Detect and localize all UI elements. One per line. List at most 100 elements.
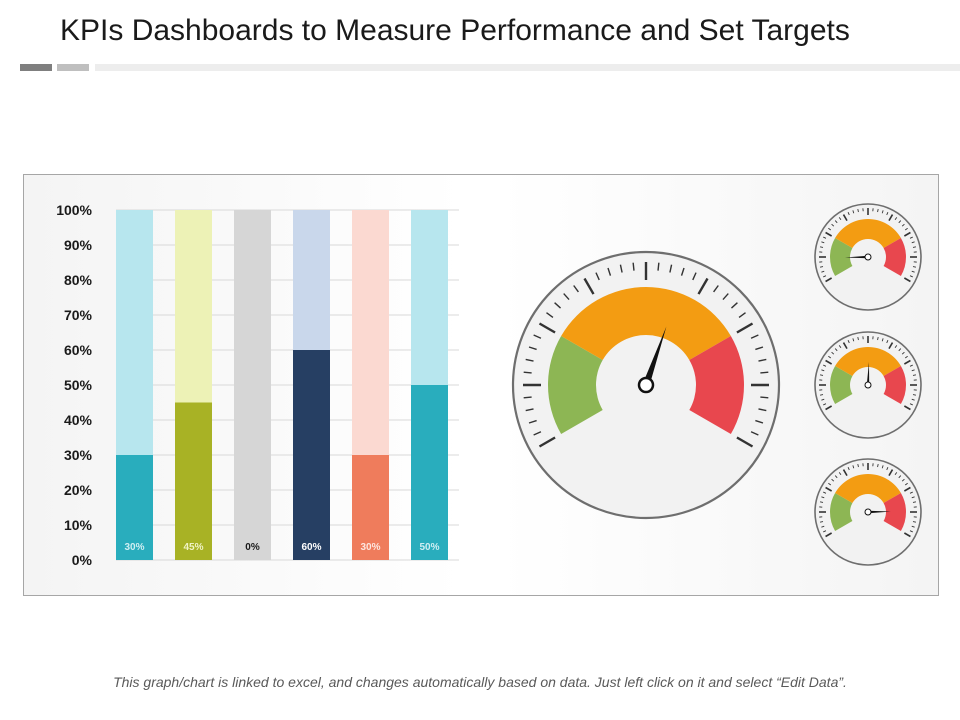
gauge-minor-tick	[877, 336, 879, 341]
gauge[interactable]	[814, 331, 922, 439]
gauge-minor-tick	[819, 266, 824, 268]
gauge-needle	[845, 255, 869, 259]
gauge-minor-tick	[881, 338, 884, 342]
gauge-minor-tick	[528, 346, 537, 351]
bar-data-label: 60%	[301, 542, 321, 553]
gauge-major-tick	[825, 231, 833, 237]
gauge-minor-tick	[828, 482, 832, 486]
title-rule-long	[95, 64, 960, 71]
gauge-minor-tick	[823, 236, 827, 239]
gauge-minor-tick	[823, 530, 827, 533]
gauge-minor-tick	[831, 351, 835, 355]
gauge-minor-tick	[881, 465, 884, 469]
gauge-minor-tick	[730, 302, 738, 309]
gauge-minor-tick	[750, 334, 759, 339]
gauge-group	[511, 203, 922, 566]
gauge-minor-tick	[911, 525, 915, 528]
gauge-major-tick	[842, 469, 848, 477]
gauge-minor-tick	[904, 227, 908, 231]
gauge-major-tick	[903, 486, 911, 492]
y-tick-label: 70%	[64, 307, 93, 323]
gauge-hub	[864, 508, 872, 516]
gauge-minor-tick	[523, 396, 532, 399]
gauge-minor-tick	[607, 267, 612, 276]
gauge-minor-tick	[760, 396, 769, 399]
gauge-minor-tick	[911, 496, 915, 499]
bar-data-label: 30%	[360, 542, 380, 553]
gauge-minor-tick	[857, 336, 859, 341]
gauge-minor-tick	[823, 403, 827, 406]
gauge[interactable]	[511, 250, 781, 520]
gauge-minor-tick	[595, 272, 600, 281]
bar-data-label: 45%	[183, 542, 203, 553]
gauge-minor-tick	[912, 374, 917, 376]
bar[interactable]	[293, 350, 330, 560]
gauge-band	[548, 336, 603, 434]
gauge-minor-tick	[834, 475, 838, 479]
y-tick-label: 10%	[64, 517, 93, 533]
gauge-minor-tick	[713, 285, 719, 293]
gauge-major-tick	[888, 469, 894, 477]
bar[interactable]	[116, 455, 153, 560]
gauge-major-tick	[903, 405, 911, 411]
gauge-minor-tick	[821, 496, 825, 499]
gauge-minor-tick	[847, 212, 850, 216]
gauge-minor-tick	[857, 208, 859, 213]
gauge-minor-tick	[573, 285, 579, 293]
gauge-minor-tick	[886, 340, 889, 344]
gauge-minor-tick	[828, 227, 832, 231]
gauge-major-tick	[888, 342, 894, 350]
gauge-minor-tick	[760, 371, 769, 374]
gauge-major-tick	[825, 277, 833, 283]
gauge-needle	[866, 362, 870, 386]
y-tick-label: 100%	[56, 202, 92, 218]
gauge-minor-tick	[680, 267, 685, 276]
dashboard-canvas: 0% 10% 20% 30% 40% 50% 60% 70% 80% 90% 100% 30% 45% 0…	[56, 202, 922, 568]
gauge-minor-tick	[898, 220, 902, 224]
bar-chart: 0% 10% 20% 30% 40% 50% 60% 70% 80% 90% 100% 30% 45% 0…	[56, 202, 459, 568]
gauge-minor-tick	[886, 212, 889, 216]
gauge-minor-tick	[821, 270, 825, 273]
gauge-minor-tick	[909, 491, 913, 494]
gauge-hub	[864, 381, 872, 389]
gauge-major-tick	[538, 436, 556, 448]
bar[interactable]	[411, 385, 448, 560]
gauge[interactable]	[814, 458, 922, 566]
gauge-minor-tick	[632, 262, 635, 271]
gauge-minor-tick	[722, 293, 729, 301]
gauge-minor-tick	[912, 521, 917, 523]
gauge-major-tick	[842, 214, 848, 222]
gauge-major-tick	[825, 532, 833, 538]
gauge-minor-tick	[912, 266, 917, 268]
y-tick-label: 60%	[64, 342, 93, 358]
gauge-minor-tick	[528, 419, 537, 424]
gauge-minor-tick	[911, 369, 915, 372]
y-tick-label: 40%	[64, 412, 93, 428]
gauge-minor-tick	[755, 419, 764, 424]
bar-data-label: 50%	[419, 542, 439, 553]
y-tick-label: 90%	[64, 237, 93, 253]
gauge-major-tick	[825, 405, 833, 411]
gauge-major-tick	[842, 342, 848, 350]
gauge-minor-tick	[619, 264, 623, 273]
gauge-minor-tick	[901, 351, 905, 355]
gauge-minor-tick	[758, 358, 767, 362]
bar-track	[234, 210, 271, 560]
gauge-minor-tick	[823, 364, 827, 367]
gauge-minor-tick	[901, 478, 905, 482]
gauge-minor-tick	[821, 369, 825, 372]
gauge-minor-tick	[877, 208, 879, 213]
bar[interactable]	[352, 455, 389, 560]
title-rule-light	[57, 64, 89, 71]
gauge-minor-tick	[912, 394, 917, 396]
gauge-minor-tick	[819, 374, 824, 376]
gauge-minor-tick	[834, 348, 838, 352]
gauge-minor-tick	[669, 264, 673, 273]
gauge[interactable]	[814, 203, 922, 311]
gauge-minor-tick	[546, 312, 554, 318]
gauge-minor-tick	[831, 478, 835, 482]
bar[interactable]	[175, 402, 212, 561]
gauge-minor-tick	[823, 275, 827, 278]
gauge-minor-tick	[857, 463, 859, 468]
gauge-band	[835, 347, 901, 376]
